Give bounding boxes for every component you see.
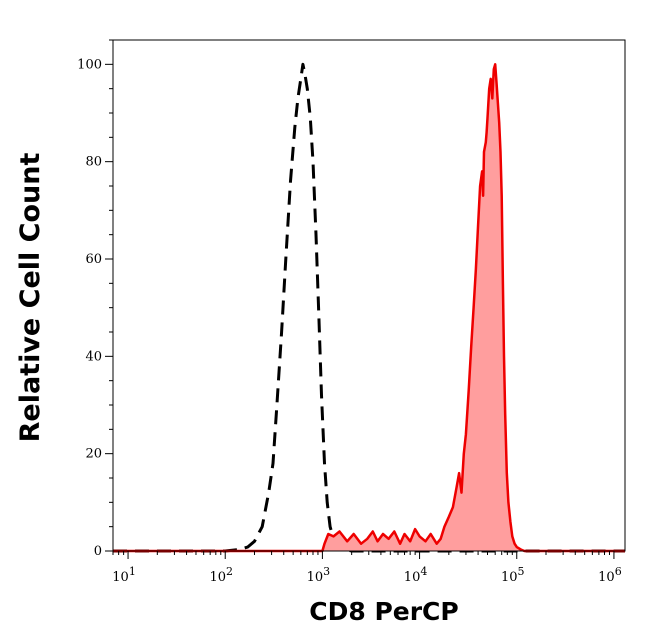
x-tick-label: 101 xyxy=(112,565,136,585)
x-tick-label: 104 xyxy=(404,565,428,585)
y-axis-title: Relative Cell Count xyxy=(15,153,46,443)
series-0-line xyxy=(113,62,625,553)
x-tick-label: 102 xyxy=(209,565,233,585)
y-tick-label: 80 xyxy=(85,155,102,170)
series-1-line xyxy=(113,63,625,553)
series-1-fill xyxy=(113,64,625,552)
y-tick-label: 0 xyxy=(94,544,102,559)
labels-layer: 101 102 103 104 105 106 0 20 40 60 80 100 xyxy=(77,57,622,585)
x-tick-label: 105 xyxy=(501,565,525,585)
y-tick-label: 40 xyxy=(85,349,102,364)
x-tick-label: 103 xyxy=(307,565,331,585)
y-tick-label: 60 xyxy=(85,252,102,267)
series-layer xyxy=(113,62,625,553)
ticks-layer xyxy=(105,39,615,559)
y-tick-label: 100 xyxy=(77,57,102,72)
y-tick-label: 20 xyxy=(85,447,102,462)
x-axis-title: CD8 PerCP xyxy=(309,597,458,626)
x-tick-label: 106 xyxy=(598,565,622,585)
plot-frame xyxy=(112,39,626,552)
